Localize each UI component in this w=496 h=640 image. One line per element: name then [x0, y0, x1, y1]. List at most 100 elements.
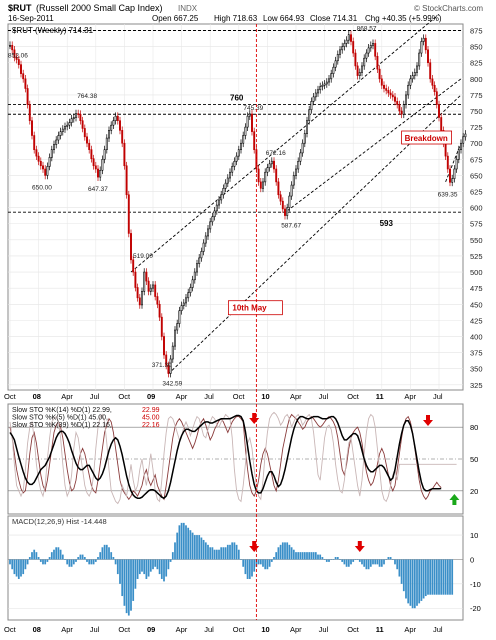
macd-hist-bar — [123, 559, 126, 606]
macd-hist-bar — [380, 559, 383, 567]
macd-hist-bar — [292, 549, 295, 560]
macd-hist-bar — [72, 559, 75, 565]
macd-hist-bar — [266, 559, 269, 570]
price-candle — [347, 34, 350, 41]
sto-legend-label: Slow STO %K(5) %D(1) 45.00, — [12, 415, 108, 422]
price-point-label: 342.59 — [162, 380, 182, 387]
price-candle — [394, 96, 396, 102]
price-candle — [312, 96, 315, 102]
price-candle — [83, 128, 86, 138]
macd-hist-bar — [248, 559, 251, 579]
macd-hist-bar — [75, 559, 77, 562]
macd-hist-bar — [152, 559, 154, 570]
price-candle — [42, 165, 44, 170]
price-candle — [332, 66, 335, 74]
price-candle — [163, 336, 165, 356]
price-candle — [391, 94, 394, 98]
price-candle — [418, 52, 421, 67]
macd-hist-bar — [94, 559, 97, 562]
date: 16-Sep-2011 — [8, 14, 54, 23]
macd-hist-bar — [328, 559, 330, 562]
macd-hist-bar — [378, 559, 381, 567]
price-candle — [334, 60, 337, 68]
price-candle — [196, 263, 198, 273]
price-candle — [240, 142, 242, 150]
macd-y-tick-label: -20 — [470, 604, 481, 613]
price-candle — [147, 280, 150, 292]
price-candle — [11, 44, 14, 51]
x-tick-label: Jul — [90, 392, 100, 401]
price-candle — [416, 65, 418, 73]
price-candle — [277, 181, 280, 196]
macd-hist-bar — [24, 559, 27, 570]
price-candle — [385, 88, 388, 91]
macd-hist-bar — [273, 557, 275, 560]
macd-y-tick-label: 10 — [470, 531, 478, 540]
macd-hist-bar — [90, 559, 93, 565]
macd-hist-bar — [143, 559, 146, 575]
price-y-tick-label: 700 — [470, 139, 483, 148]
x-tick-label: Oct — [347, 392, 360, 401]
price-candle — [141, 291, 143, 306]
macd-hist-bar — [125, 559, 128, 614]
price-candle — [165, 354, 168, 366]
price-y-ticks: 325 350 375 400 425 450 475 500 525 550 575 600 625 6… — [470, 27, 483, 390]
close: Close 714.31 — [310, 14, 358, 23]
price-candle — [64, 126, 66, 130]
macd-hist-bar — [202, 539, 205, 560]
x-tick-label: Jul — [433, 625, 443, 634]
macd-hist-bar — [44, 559, 47, 565]
macd-hist-bar — [334, 557, 337, 560]
price-candle — [213, 210, 216, 217]
macd-hist-bar — [372, 559, 374, 565]
price-candle — [13, 49, 16, 58]
macd-hist-bar — [446, 559, 449, 595]
price-candle — [116, 115, 119, 121]
x-tick-label: Oct — [233, 392, 246, 401]
price-series — [9, 30, 467, 378]
macd-hist-bar — [130, 559, 132, 611]
x-tick-label: Jul — [204, 625, 214, 634]
price-candle — [53, 144, 55, 150]
price-candle — [125, 165, 128, 196]
price-y-tick-label: 850 — [470, 43, 483, 52]
macd-hist-bar — [176, 532, 179, 560]
x-tick-label: 11 — [376, 392, 384, 401]
price-candle — [292, 175, 295, 186]
macd-hist-bar — [211, 547, 214, 560]
macd-hist-bar — [108, 547, 110, 560]
macd-hist-bar — [281, 542, 284, 560]
price-y-tick-label: 550 — [470, 236, 483, 245]
price-legend: $RUT (Weekly) 714.31 — [12, 26, 94, 35]
price-candle — [308, 109, 311, 121]
price-candle — [108, 130, 110, 139]
price-candle — [325, 81, 328, 85]
x-tick-label: Apr — [176, 392, 188, 401]
symbol: $RUT — [8, 3, 32, 13]
price-candle — [262, 181, 264, 189]
price-candle — [191, 279, 194, 288]
price-candle — [90, 149, 93, 159]
price-candle — [429, 62, 432, 80]
price-candle — [341, 46, 344, 51]
macd-hist-bar — [290, 547, 293, 560]
price-candle — [253, 131, 256, 150]
macd-hist-bar — [215, 549, 218, 560]
price-candle — [323, 83, 326, 86]
macd-hist-bar — [28, 557, 31, 560]
macd-hist-bar — [422, 559, 425, 599]
price-point-label: 587.67 — [281, 223, 301, 230]
price-candle — [420, 41, 423, 54]
macd-hist-bar — [365, 559, 368, 570]
price-candle — [68, 122, 71, 126]
price-candle — [187, 292, 190, 299]
price-candle — [72, 117, 75, 120]
price-candle — [235, 155, 238, 162]
breakdown-box — [401, 130, 453, 145]
macd-hist-bar — [235, 544, 238, 560]
price-candle — [112, 120, 115, 126]
signal-arrows — [249, 413, 460, 552]
macd-hist-bar — [213, 549, 216, 560]
macd-hist-bar — [112, 557, 115, 560]
sell-signal-arrow — [249, 413, 260, 424]
